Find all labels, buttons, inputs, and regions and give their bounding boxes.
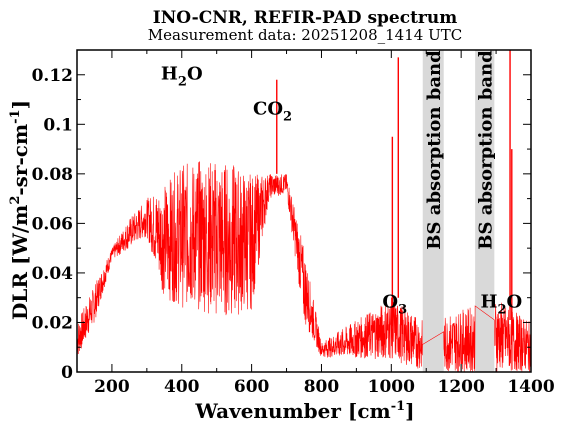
chart-subtitle: Measurement data: 20251208_1414 UTC <box>148 26 462 44</box>
plot-frame <box>76 49 532 373</box>
x-tick-label: 800 <box>304 377 340 397</box>
annotation-o3: O3 <box>382 292 407 318</box>
annotation-co2: CO2 <box>253 98 292 124</box>
y-tick-label: 0 <box>61 363 73 383</box>
x-axis-ticks: 200 400 600 800 1000 1200 1400 <box>76 50 555 397</box>
x-tick-label: 600 <box>234 377 270 397</box>
y-tick-label: 0.06 <box>32 214 73 234</box>
y-tick-label: 0.04 <box>32 264 74 284</box>
y-tick-label: 0.12 <box>32 66 73 86</box>
annotations: H2O CO2 O3 H2O <box>161 64 522 318</box>
absorption-band-1 <box>422 50 444 372</box>
spectrum-line <box>76 161 532 372</box>
annotation-h2o-left: H2O <box>161 64 203 90</box>
x-axis-label: Wavenumber [cm-1] <box>194 399 414 423</box>
x-tick-label: 1000 <box>368 377 415 397</box>
y-tick-label: 0.1 <box>43 115 73 135</box>
absorption-band-2 <box>475 50 495 372</box>
annotation-h2o-right: H2O <box>480 292 522 318</box>
y-axis-ticks: 0 0.02 0.04 0.06 0.08 0.1 0.12 <box>32 66 531 383</box>
y-axis-label: DLR [W/m2-sr-cm-1] <box>8 100 32 320</box>
x-tick-label: 1400 <box>507 377 554 397</box>
x-tick-label: 200 <box>94 377 130 397</box>
spectrum-series <box>76 50 532 372</box>
y-tick-label: 0.02 <box>32 313 73 333</box>
absorption-band-label-2: BS absorption band <box>476 50 497 250</box>
chart-title: INO-CNR, REFIR-PAD spectrum <box>153 8 457 28</box>
x-tick-label: 1200 <box>437 377 484 397</box>
y-tick-label: 0.08 <box>32 165 73 185</box>
absorption-band-label-1: BS absorption band <box>424 50 445 250</box>
x-tick-label: 400 <box>164 377 200 397</box>
absorption-bands: BS absorption band BS absorption band <box>422 50 497 372</box>
